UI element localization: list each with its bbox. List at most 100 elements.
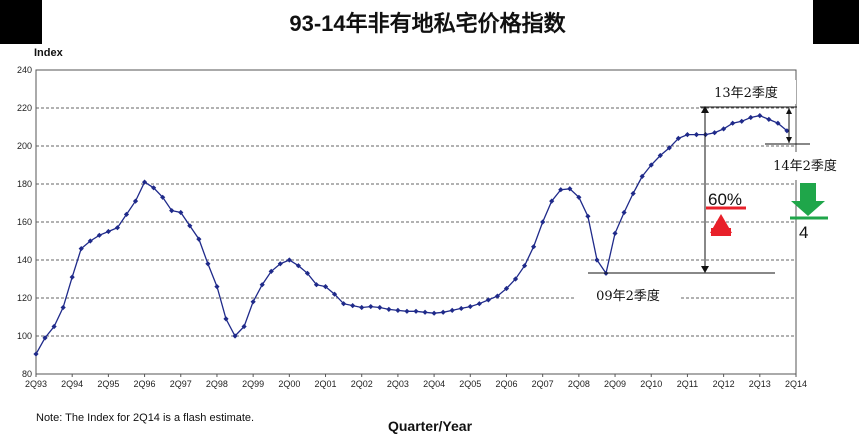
- data-point: [757, 113, 763, 119]
- x-tick-label: 2Q08: [568, 379, 590, 389]
- x-tick-label: 2Q95: [97, 379, 119, 389]
- data-point: [612, 230, 618, 236]
- data-point: [422, 309, 428, 315]
- data-point: [250, 299, 256, 305]
- peak-label-bg: [696, 80, 796, 104]
- data-point: [33, 351, 39, 357]
- watermark: an.sg: [822, 407, 853, 421]
- data-point: [476, 301, 482, 307]
- series-points: [33, 113, 790, 357]
- data-point: [313, 282, 320, 288]
- y-axis-label: Index: [34, 47, 64, 59]
- data-point: [621, 209, 627, 216]
- data-point: [377, 304, 383, 311]
- fall-span-bottom-arrowhead: [786, 137, 792, 143]
- x-axis-label: Quarter/Year: [388, 418, 473, 434]
- y-tick-label: 220: [17, 103, 32, 113]
- data-point: [413, 308, 419, 314]
- data-point: [341, 301, 347, 307]
- y-tick-label: 100: [17, 331, 32, 341]
- fall-span-top-arrowhead: [786, 108, 792, 114]
- data-point: [123, 211, 130, 217]
- data-point: [304, 270, 311, 276]
- data-point: [259, 282, 265, 288]
- x-tick-label: 2Q99: [242, 379, 264, 389]
- up-arrow-icon: [710, 214, 732, 233]
- y-tick-label: 180: [17, 179, 32, 189]
- data-point: [549, 198, 555, 204]
- data-point: [766, 116, 772, 122]
- fall-percent-label: 4: [799, 223, 808, 242]
- chart-panel: [0, 44, 859, 436]
- data-point: [350, 303, 356, 309]
- y-tick-label: 160: [17, 217, 32, 227]
- data-point: [666, 145, 672, 151]
- data-point: [160, 194, 166, 200]
- data-point: [540, 219, 546, 225]
- data-point: [531, 244, 537, 250]
- data-point: [359, 304, 365, 311]
- x-tick-label: 2Q97: [170, 379, 192, 389]
- x-tick-label: 2Q09: [604, 379, 626, 389]
- data-point: [178, 209, 184, 216]
- data-point: [711, 130, 718, 136]
- x-tick-label: 2Q98: [206, 379, 228, 389]
- data-point: [657, 152, 663, 159]
- rise-span-bottom-arrowhead: [701, 266, 709, 273]
- data-point: [630, 190, 636, 197]
- data-point: [268, 268, 274, 274]
- data-point: [512, 276, 519, 282]
- rise-span-top-arrowhead: [701, 106, 709, 113]
- data-point: [404, 308, 410, 314]
- data-point: [322, 284, 329, 290]
- x-tick-label: 2Q07: [532, 379, 554, 389]
- data-point: [675, 135, 681, 141]
- data-point: [693, 132, 700, 138]
- data-point: [132, 198, 139, 204]
- x-tick-label: 2Q00: [278, 379, 300, 389]
- data-point: [775, 120, 781, 126]
- data-point: [784, 128, 790, 134]
- x-tick-label: 2Q03: [387, 379, 409, 389]
- x-tick-label: 2Q06: [495, 379, 517, 389]
- trough-label-bg: [575, 283, 681, 309]
- data-point: [594, 257, 600, 263]
- data-point: [187, 223, 193, 229]
- x-tick-label: 2Q11: [677, 379, 698, 389]
- data-point: [151, 185, 157, 191]
- data-point: [295, 263, 301, 269]
- x-tick-label: 2Q04: [423, 379, 445, 389]
- flash-estimate-note: Note: The Index for 2Q14 is a flash esti…: [36, 412, 254, 424]
- down-arrow-icon: [791, 183, 825, 216]
- data-point: [639, 173, 645, 179]
- annotation-group: 13年2季度 14年2季度 09年2季度 60% 4: [575, 80, 859, 309]
- data-point: [331, 291, 338, 297]
- y-tick-label: 120: [17, 293, 32, 303]
- x-tick-label: 2Q93: [25, 379, 47, 389]
- plot-frame: [35, 69, 797, 375]
- data-point: [51, 323, 57, 330]
- data-point: [449, 307, 455, 313]
- data-point: [431, 310, 437, 316]
- x-tick-label: 2Q10: [640, 379, 662, 389]
- y-tick-label: 200: [17, 141, 32, 151]
- data-point: [141, 179, 148, 185]
- data-point: [494, 293, 501, 299]
- data-point: [558, 187, 564, 193]
- x-tick-label: 2Q02: [351, 379, 373, 389]
- data-point: [567, 186, 573, 192]
- gridlines: [36, 107, 796, 337]
- data-point: [196, 236, 202, 242]
- data-point: [286, 257, 292, 263]
- up-arrow-stem: [711, 228, 731, 236]
- data-point: [585, 213, 591, 219]
- data-point: [440, 309, 446, 315]
- y-tick-label: 240: [17, 65, 32, 75]
- chart-title: 93-14年非有地私宅价格指数: [289, 11, 566, 36]
- y-tick-labels: 80 100 120 140 160 180 200 220 240: [17, 65, 32, 379]
- data-point: [485, 297, 491, 303]
- data-point: [214, 284, 220, 290]
- latest-label-bg: [751, 152, 859, 180]
